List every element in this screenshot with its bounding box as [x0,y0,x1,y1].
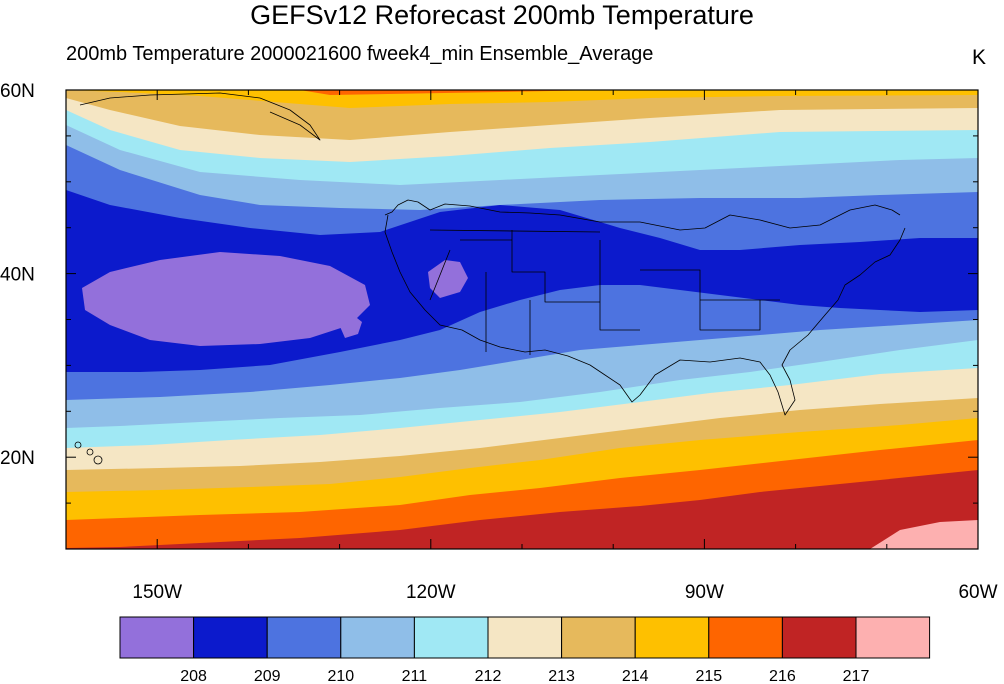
colorbar-level-label: 208 [180,668,207,684]
colorbar-level-label: 209 [254,668,281,684]
colorbar-swatch [413,616,489,659]
boundary-line [384,199,901,231]
boundary-line [384,214,906,416]
map-subtitle: 200mb Temperature 2000021600 fweek4_min … [66,43,654,65]
colorbar-swatch [708,616,783,659]
colorbar-level-label: 216 [769,668,796,684]
lat-tick-label: 20N [0,448,35,469]
band-below-208 [82,252,370,346]
lon-tick-label: 60W [958,582,997,603]
lon-tick-label: 90W [685,582,724,603]
boundary-line [511,230,600,303]
colorbar-swatch [487,616,563,659]
lon-tick-label: 120W [406,582,456,603]
island-outline [86,448,94,456]
colorbar: 208 209 210 211 212 213 214 215 216 217 [119,616,931,684]
island-outline [93,455,103,465]
map-title: GEFSv12 Reforecast 200mb Temperature [250,0,754,30]
colorbar-swatch [781,616,857,659]
colorbar-swatch [266,616,342,659]
colorbar-level-label: 210 [327,668,354,684]
lon-tick-label: 150W [132,582,182,603]
colorbar-swatch [119,616,195,659]
coastlines-and-borders [74,92,906,465]
island-outline [74,441,82,449]
colorbar-swatch [193,616,268,659]
colorbar-swatch [340,616,415,659]
boundary-line [79,92,321,141]
colorbar-swatch [855,616,931,659]
axis-ticks: 20N 40N 60N 150W 120W 90W 60W [0,81,998,603]
colorbar-level-label: 214 [622,668,649,684]
band-above-217 [870,520,978,549]
colorbar-level-label: 212 [475,668,502,684]
colorbar-level-label: 213 [548,668,575,684]
units-label: K [971,46,986,69]
temperature-field [66,90,978,549]
boundary-line [429,229,601,233]
boundary-line [599,240,640,331]
colorbar-level-label: 215 [695,668,722,684]
band-below-208-west-us [428,260,468,298]
boundary-line [640,269,761,331]
colorbar-swatch [634,616,710,659]
colorbar-swatch [561,616,636,659]
lat-tick-label: 60N [0,81,35,102]
colorbar-level-label: 217 [843,668,870,684]
band-below-208-offshore [338,314,362,338]
colorbar-level-label: 211 [402,668,428,684]
boundary-line [429,249,451,301]
lat-tick-label: 40N [0,265,35,286]
